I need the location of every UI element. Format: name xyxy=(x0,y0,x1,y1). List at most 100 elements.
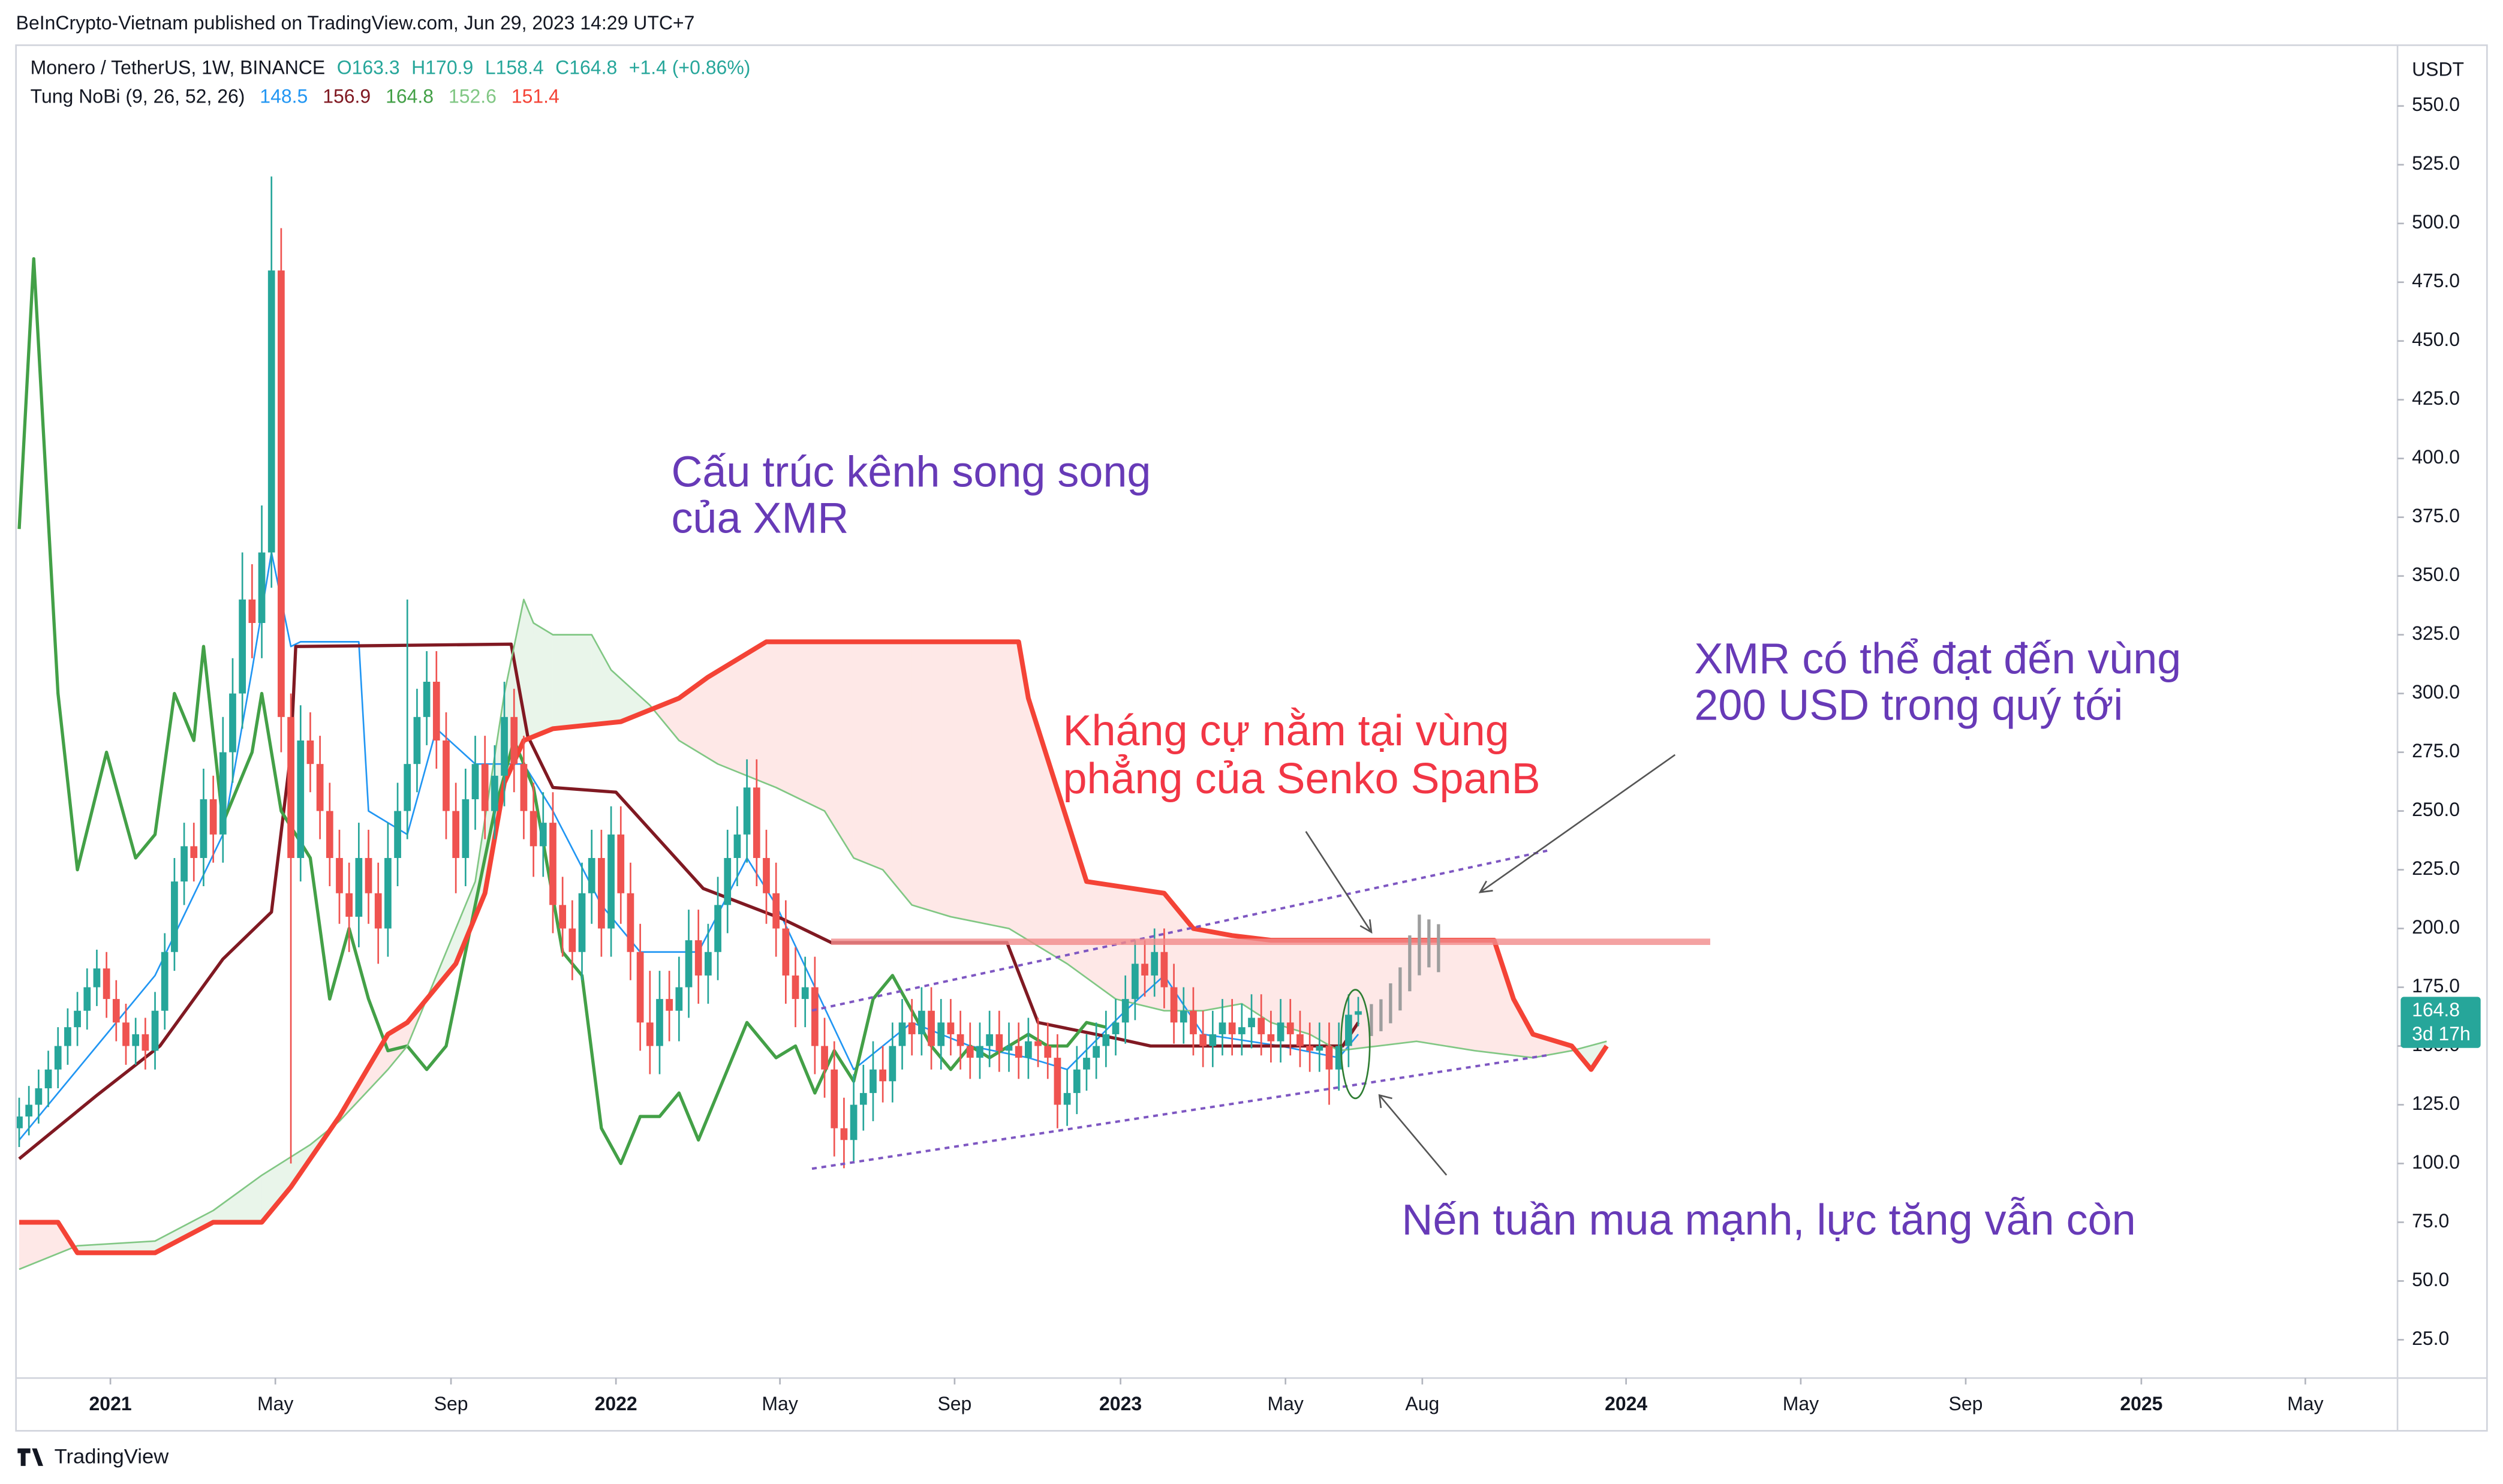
candle-body xyxy=(714,905,721,952)
candle-body xyxy=(763,857,770,893)
candle-body xyxy=(559,905,567,929)
candle-body xyxy=(326,811,333,858)
candle-body xyxy=(636,952,644,1023)
x-tick-label: May xyxy=(2287,1393,2323,1414)
channel-upper xyxy=(811,849,1548,1012)
candle-body xyxy=(103,968,110,1000)
candle-body xyxy=(753,787,760,858)
currency: USDT xyxy=(2412,58,2464,80)
candle-body xyxy=(1034,1041,1042,1046)
candle-layer xyxy=(16,176,1362,1169)
candle-body xyxy=(432,682,440,741)
candle-body xyxy=(1238,1027,1246,1034)
candle-body xyxy=(685,940,693,988)
x-tick-label: Sep xyxy=(937,1393,971,1414)
cloud-fill xyxy=(825,642,854,858)
candle-body xyxy=(889,1046,896,1082)
frame xyxy=(15,44,2488,1432)
candle-body xyxy=(209,799,217,835)
candle-body xyxy=(336,857,343,893)
cloud-fill xyxy=(1115,886,1165,1011)
cloud-fill xyxy=(1310,940,1339,1051)
symbol: Monero / TetherUS, 1W, BINANCE xyxy=(31,57,326,79)
close: C164.8 xyxy=(555,57,617,79)
candle-body xyxy=(491,775,498,811)
indicator-line xyxy=(17,257,1106,1166)
x-tick-label: 2022 xyxy=(595,1393,637,1414)
candle-body xyxy=(675,987,683,1011)
x-tick-label: Sep xyxy=(434,1393,468,1414)
candle-body xyxy=(549,823,556,905)
candle-body xyxy=(16,1116,23,1128)
high: H170.9 xyxy=(411,57,473,79)
indicator-value: 152.6 xyxy=(449,86,497,107)
x-tick-label: 2021 xyxy=(89,1393,132,1414)
candle-body xyxy=(1141,964,1148,976)
y-tick-label: 75.0 xyxy=(2412,1210,2449,1232)
arrow xyxy=(1305,831,1373,934)
projection-bars xyxy=(1370,914,1440,1036)
x-tick-label: May xyxy=(257,1393,293,1414)
y-tick-label: 200.0 xyxy=(2412,916,2460,938)
cloud-fill xyxy=(611,670,621,723)
candle-body xyxy=(161,952,169,1011)
candle-body xyxy=(898,1022,906,1046)
candle-body xyxy=(93,968,101,988)
indicator-value: 151.4 xyxy=(512,86,559,107)
x-tick-label: 2024 xyxy=(1605,1393,1647,1414)
candle-body xyxy=(607,834,615,929)
y-tick-label: 475.0 xyxy=(2412,270,2460,291)
cloud-fill xyxy=(679,677,708,758)
cloud-fill xyxy=(77,1241,155,1253)
indicator-value: 148.5 xyxy=(260,86,308,107)
candle-body xyxy=(374,893,382,929)
cloud-fill xyxy=(1232,935,1242,1006)
candle-body xyxy=(646,1022,654,1046)
cloud-fill xyxy=(776,642,825,811)
candle-body xyxy=(850,1104,858,1140)
candle-body xyxy=(956,1034,964,1046)
cloud-fill xyxy=(1241,937,1271,1023)
candle-body xyxy=(481,764,489,811)
candle-body xyxy=(112,999,120,1023)
candle-body xyxy=(258,552,266,624)
candle-body xyxy=(908,1022,916,1034)
candle-body xyxy=(928,1010,935,1046)
arrow xyxy=(1478,754,1676,893)
x-tick-label: May xyxy=(762,1393,798,1414)
annotation: 200 USD trong quý tới xyxy=(1694,682,2123,730)
candle-body xyxy=(1132,964,1139,1000)
candle-body xyxy=(1083,1058,1090,1070)
candle-body xyxy=(937,1022,945,1046)
highlight-ellipse xyxy=(1340,989,1371,1100)
candle-body xyxy=(501,717,508,776)
candle-body xyxy=(1112,1022,1120,1034)
y-tick-label: 325.0 xyxy=(2412,622,2460,644)
cloud-fill xyxy=(911,642,951,917)
cloud-fill xyxy=(708,671,718,764)
y-tick-label: 350.0 xyxy=(2412,564,2460,585)
candle-body xyxy=(44,1069,52,1089)
candle-body xyxy=(248,599,256,624)
candle-body xyxy=(1199,1034,1207,1046)
y-tick-label: 275.0 xyxy=(2412,740,2460,761)
candle-body xyxy=(801,987,809,1000)
y-tick-label: 525.0 xyxy=(2412,152,2460,174)
candle-body xyxy=(1325,1046,1333,1070)
y-tick-label: 250.0 xyxy=(2412,799,2460,820)
candle-body xyxy=(510,717,518,764)
annotation: Cấu trúc kênh song song xyxy=(671,448,1151,496)
candle-body xyxy=(1355,1011,1362,1015)
candle-body xyxy=(345,893,353,917)
candle-body xyxy=(229,693,236,752)
candle-body xyxy=(404,764,411,811)
y-tick-label: 300.0 xyxy=(2412,681,2460,703)
indicator-value: 164.8 xyxy=(386,86,434,107)
candle-body xyxy=(811,987,819,1046)
candle-body xyxy=(219,752,227,835)
candle-body xyxy=(1025,1041,1032,1058)
candle-body xyxy=(1267,1034,1275,1041)
candle-body xyxy=(1316,1046,1323,1051)
annotation: XMR có thể đạt đến vùng xyxy=(1694,635,2181,683)
